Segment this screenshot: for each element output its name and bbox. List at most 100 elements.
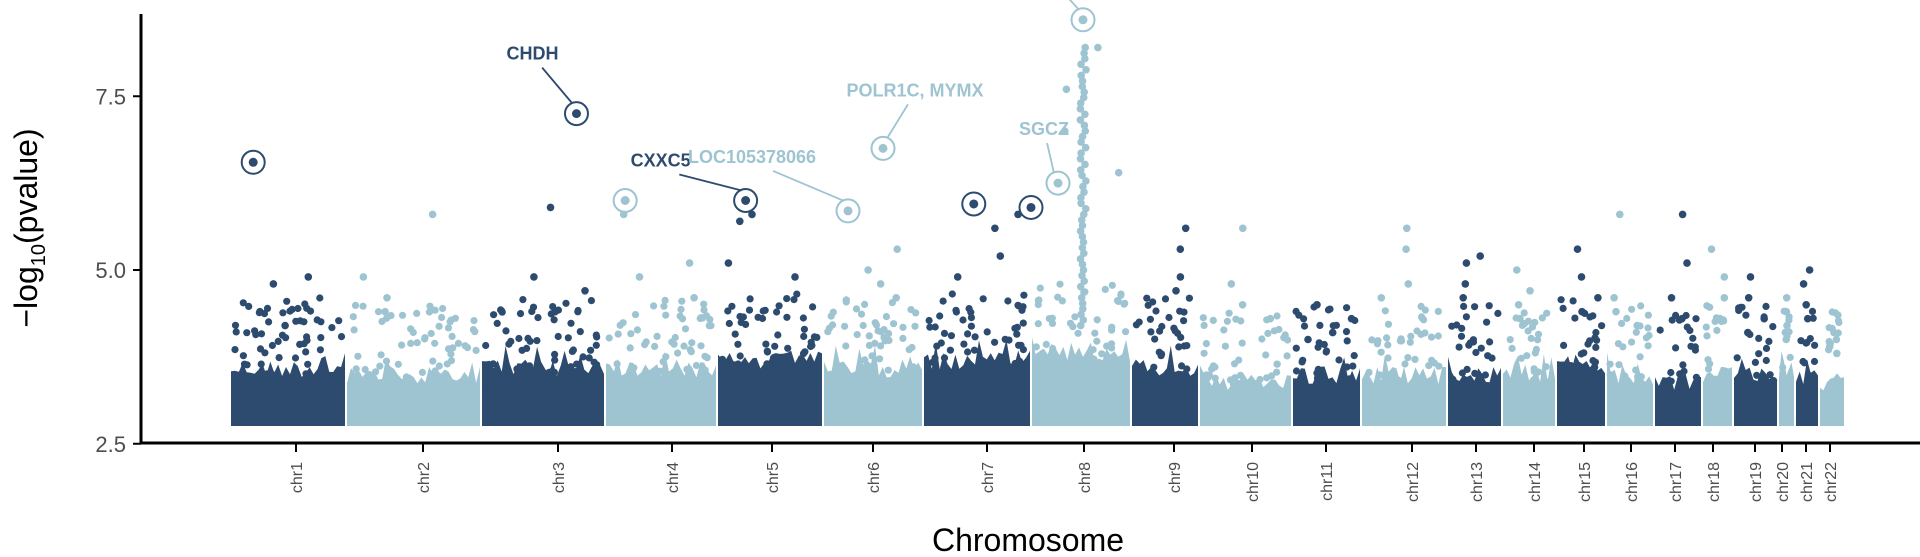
highlight-point — [969, 199, 979, 209]
snp-point — [674, 349, 682, 357]
snp-point — [1485, 302, 1493, 310]
snp-point — [1679, 375, 1687, 384]
highlight-ring — [835, 198, 861, 224]
snp-point — [498, 308, 506, 316]
snp-point — [784, 362, 792, 370]
snp-point — [1350, 352, 1358, 360]
snp-point — [1413, 327, 1421, 335]
snp-point — [1076, 166, 1085, 174]
snp-point — [683, 365, 691, 373]
snp-point — [1720, 273, 1729, 281]
snp-point — [587, 297, 596, 305]
snp-point — [793, 290, 801, 298]
snp-point — [1406, 338, 1414, 346]
snp-point — [500, 370, 509, 378]
snp-point — [1702, 323, 1710, 331]
snp-point — [1471, 369, 1479, 377]
snp-point — [1345, 375, 1353, 383]
snp-point — [306, 307, 315, 315]
snp-point — [435, 362, 443, 370]
snp-point — [1235, 356, 1243, 364]
snp-point — [1034, 320, 1042, 328]
snp-point — [257, 360, 265, 368]
snp-point — [1384, 341, 1392, 349]
snp-point — [1425, 362, 1433, 370]
snp-point — [1584, 340, 1592, 348]
snp-point — [628, 368, 636, 376]
snp-point — [1013, 330, 1021, 338]
snp-point — [1032, 343, 1040, 351]
snp-point — [1313, 374, 1322, 382]
snp-point — [1494, 309, 1502, 317]
highlight-point — [843, 206, 853, 216]
snp-point — [661, 296, 669, 304]
gene-label: SGCZ — [1019, 119, 1069, 139]
snp-point — [1809, 314, 1817, 322]
snp-point — [1343, 337, 1351, 345]
snp-point — [1644, 324, 1652, 332]
snp-point — [724, 361, 732, 369]
snp-point — [1155, 348, 1163, 356]
snp-point — [651, 342, 659, 350]
snp-point — [861, 356, 869, 364]
snp-point — [1223, 317, 1231, 325]
snp-point — [1094, 43, 1102, 52]
snp-point — [1284, 336, 1292, 344]
snp-point — [983, 328, 991, 336]
snp-point — [1615, 361, 1623, 369]
snp-point — [1656, 326, 1664, 334]
snp-point — [960, 340, 968, 348]
snp-point — [518, 346, 526, 354]
snp-point — [948, 290, 956, 298]
snp-point — [1209, 316, 1217, 324]
snp-point — [1079, 305, 1087, 313]
snp-point — [578, 369, 587, 377]
snp-point — [592, 341, 600, 349]
snp-point — [1534, 336, 1542, 344]
snp-point — [1071, 313, 1079, 321]
snp-point — [1175, 343, 1183, 351]
snp-point — [626, 344, 634, 352]
snp-point — [754, 313, 762, 321]
snp-point — [328, 324, 336, 332]
snp-point — [1803, 338, 1811, 347]
snp-point — [1769, 323, 1777, 331]
snp-point — [1347, 314, 1356, 323]
snp-point — [304, 360, 312, 368]
snp-point — [1805, 266, 1814, 274]
snp-point — [1459, 294, 1467, 302]
snp-point — [1534, 330, 1543, 338]
snp-point — [1076, 282, 1085, 291]
snp-point — [1644, 311, 1652, 319]
snp-point — [842, 342, 850, 350]
snp-point — [1799, 280, 1808, 288]
snp-point — [1077, 71, 1085, 80]
snp-point — [374, 308, 383, 316]
snp-point — [868, 352, 876, 360]
snp-point — [1081, 127, 1090, 135]
snp-point — [1755, 350, 1763, 358]
snp-point — [1343, 363, 1351, 371]
highlight-leader-line — [772, 170, 845, 202]
snp-point — [1171, 327, 1179, 335]
snp-point — [243, 361, 251, 369]
snp-point — [1176, 245, 1185, 253]
snp-point — [1612, 307, 1620, 316]
snp-point — [1744, 328, 1752, 337]
snp-point — [1158, 322, 1166, 331]
snp-point — [239, 352, 247, 360]
snp-point — [852, 305, 861, 313]
snp-point — [1377, 294, 1386, 302]
snp-point — [1298, 358, 1306, 366]
highlight-ring — [1045, 170, 1071, 196]
snp-point — [1044, 354, 1052, 362]
snp-point — [516, 310, 525, 318]
snp-point — [877, 342, 885, 350]
snp-point — [1056, 280, 1064, 288]
chromosome-band-core — [1607, 393, 1653, 426]
snp-point — [1273, 360, 1281, 368]
snp-point — [800, 332, 808, 340]
snp-point — [899, 323, 907, 331]
snp-point — [590, 358, 598, 366]
snp-point — [1176, 273, 1185, 281]
